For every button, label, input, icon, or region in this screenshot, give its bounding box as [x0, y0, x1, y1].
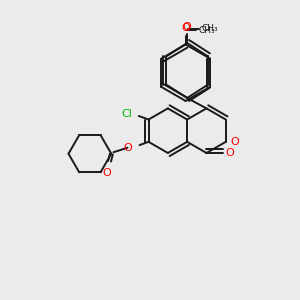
Text: O: O [230, 137, 239, 147]
Text: O: O [183, 22, 191, 32]
Text: O: O [181, 23, 190, 33]
Text: O: O [226, 148, 235, 158]
Text: O: O [123, 143, 132, 153]
Text: Cl: Cl [121, 109, 132, 118]
Text: CH₃: CH₃ [201, 24, 218, 33]
Text: O: O [102, 168, 111, 178]
Text: CH₃: CH₃ [198, 26, 215, 35]
